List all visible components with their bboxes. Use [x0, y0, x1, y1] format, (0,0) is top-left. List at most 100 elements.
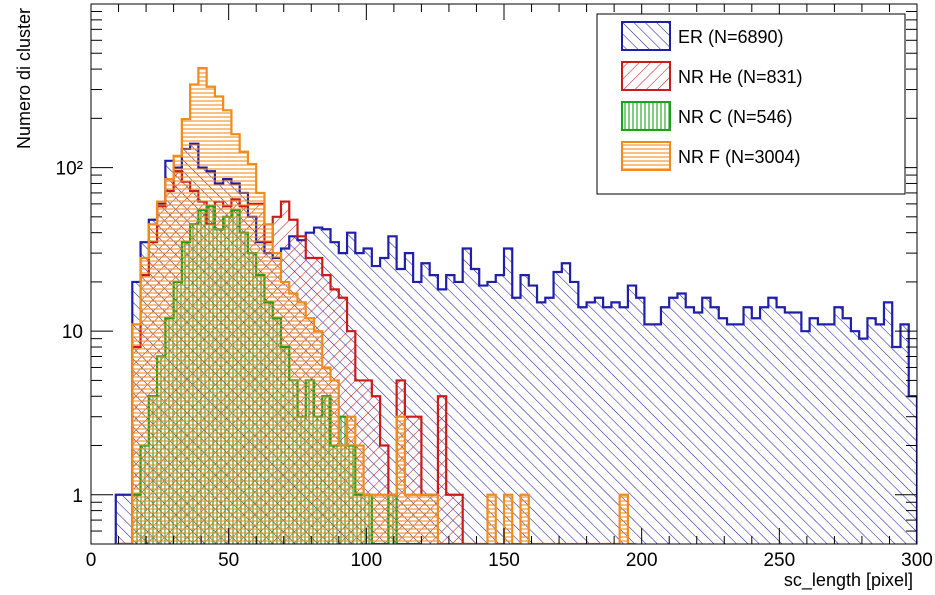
legend: ER (N=6890) NR He (N=831) NR C (N=546) NR F…	[596, 13, 906, 195]
bar-nr-f	[487, 494, 496, 544]
bar-er	[512, 297, 521, 544]
bar-er	[124, 494, 133, 544]
bar-er	[644, 324, 653, 544]
bar-er	[611, 302, 620, 544]
bar-nr-f	[363, 494, 372, 544]
bar-er	[570, 281, 579, 544]
x-tick-label: 250	[763, 550, 795, 571]
bar-er	[528, 285, 538, 544]
bar-er	[537, 302, 546, 544]
bar-er	[693, 312, 703, 544]
bar-nr-f	[429, 494, 438, 544]
bar-nr-f	[413, 494, 422, 544]
bar-er	[561, 263, 571, 544]
outline-nr-f	[115, 66, 637, 544]
x-tick-label: 100	[350, 550, 382, 571]
x-tick-label: 200	[626, 550, 658, 571]
bar-er	[388, 236, 397, 544]
bar-er	[760, 307, 769, 544]
bar-er	[751, 318, 761, 544]
x-axis: 0 50 100 150 200 250 300	[86, 4, 933, 571]
bar-er	[859, 338, 868, 544]
bar-er	[504, 248, 513, 544]
bar-nr-f	[165, 179, 174, 544]
bar-er	[718, 318, 728, 544]
bar-er	[520, 275, 529, 544]
bar-er	[446, 275, 455, 544]
bar-er	[743, 307, 752, 544]
bar-nr-f	[297, 302, 306, 544]
bar-nr-f	[619, 494, 628, 544]
bar-nr-f	[330, 380, 339, 544]
bar-er	[834, 307, 843, 544]
bar-nr-f	[231, 134, 240, 544]
bar-er	[404, 253, 414, 544]
bar-er	[578, 307, 587, 544]
bar-nr-f	[380, 494, 389, 544]
bar-nr-he	[371, 396, 381, 544]
bar-nr-f	[214, 96, 224, 544]
bar-er	[784, 312, 794, 544]
x-tick-label: 150	[488, 550, 520, 571]
bar-er	[801, 331, 810, 544]
bar-er	[660, 307, 670, 544]
bar-nr-f	[206, 86, 215, 544]
bar-nr-f	[404, 494, 414, 544]
bar-er	[553, 271, 562, 544]
bar-er	[702, 297, 711, 544]
bar-er	[586, 302, 595, 544]
bar-nr-f	[396, 416, 405, 544]
bar-er	[421, 263, 430, 544]
bar-nr-f	[371, 494, 381, 544]
bar-nr-f	[355, 445, 364, 544]
bar-nr-he	[363, 380, 372, 544]
y-tick-label: 1	[72, 486, 83, 507]
bar-er	[479, 285, 488, 544]
bar-er	[850, 331, 860, 544]
bar-er	[842, 318, 851, 544]
x-tick-label: 0	[86, 550, 97, 571]
legend-label-er: ER (N=6890)	[678, 27, 784, 47]
bar-er	[594, 297, 604, 544]
y-axis: 1 10 10²	[56, 10, 917, 545]
bar-nr-he	[404, 416, 414, 544]
series-nr-f	[115, 66, 637, 544]
bar-er	[652, 324, 661, 544]
bar-er	[867, 318, 876, 544]
bar-nr-he	[446, 494, 455, 544]
bar-er	[669, 297, 678, 544]
bar-nr-f	[157, 201, 166, 544]
bar-nr-f	[132, 324, 141, 544]
bar-er	[462, 248, 471, 544]
legend-swatch-er	[621, 21, 671, 51]
bar-nr-f	[347, 416, 356, 544]
plot-area	[114, 66, 917, 544]
bar-er	[454, 281, 463, 544]
bar-nr-f	[289, 293, 298, 544]
bar-nr-f	[148, 224, 158, 544]
bar-nr-f	[272, 253, 281, 544]
bar-nr-f	[314, 331, 323, 544]
bar-er	[627, 285, 637, 544]
bar-er	[495, 275, 504, 544]
bar-er	[470, 268, 480, 544]
bar-er	[413, 281, 422, 544]
y-tick-label: 10²	[56, 159, 83, 180]
legend-label-nr-f: NR F (N=3004)	[678, 147, 801, 167]
x-tick-label: 300	[901, 550, 933, 571]
bar-er	[883, 302, 893, 544]
legend-label-nr-he: NR He (N=831)	[678, 67, 803, 87]
bar-er	[727, 324, 736, 544]
bar-nr-f	[520, 494, 529, 544]
bar-nr-f	[322, 367, 331, 544]
bar-er	[685, 307, 694, 544]
bar-er	[817, 324, 827, 544]
bar-er	[875, 324, 884, 544]
bar-nr-f	[190, 84, 199, 544]
bar-er	[900, 324, 909, 544]
bar-er	[429, 275, 438, 544]
bar-er	[892, 347, 901, 544]
bar-er	[677, 293, 686, 544]
y-axis-title: Numero di cluster	[14, 8, 34, 149]
